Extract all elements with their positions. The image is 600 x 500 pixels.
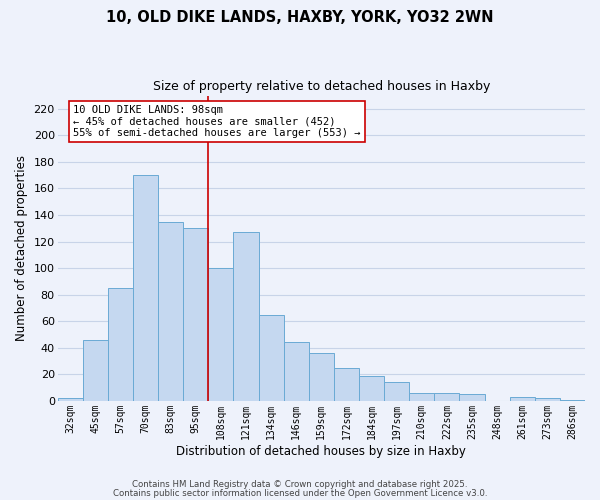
Bar <box>183 228 208 401</box>
Y-axis label: Number of detached properties: Number of detached properties <box>15 155 28 341</box>
Bar <box>509 397 535 401</box>
Bar <box>233 232 259 401</box>
Bar <box>384 382 409 401</box>
Bar <box>133 175 158 401</box>
Bar <box>284 342 309 401</box>
Text: 10 OLD DIKE LANDS: 98sqm
← 45% of detached houses are smaller (452)
55% of semi-: 10 OLD DIKE LANDS: 98sqm ← 45% of detach… <box>73 104 361 138</box>
Bar <box>460 394 485 401</box>
Bar <box>359 376 384 401</box>
Bar <box>309 353 334 401</box>
Bar <box>58 398 83 401</box>
X-axis label: Distribution of detached houses by size in Haxby: Distribution of detached houses by size … <box>176 444 466 458</box>
Bar <box>560 400 585 401</box>
Bar <box>434 393 460 401</box>
Bar <box>83 340 108 401</box>
Text: Contains HM Land Registry data © Crown copyright and database right 2025.: Contains HM Land Registry data © Crown c… <box>132 480 468 489</box>
Bar <box>208 268 233 401</box>
Bar <box>108 288 133 401</box>
Title: Size of property relative to detached houses in Haxby: Size of property relative to detached ho… <box>152 80 490 93</box>
Text: Contains public sector information licensed under the Open Government Licence v3: Contains public sector information licen… <box>113 489 487 498</box>
Bar <box>259 314 284 401</box>
Bar <box>409 393 434 401</box>
Bar <box>334 368 359 401</box>
Bar <box>535 398 560 401</box>
Text: 10, OLD DIKE LANDS, HAXBY, YORK, YO32 2WN: 10, OLD DIKE LANDS, HAXBY, YORK, YO32 2W… <box>106 10 494 25</box>
Bar <box>158 222 183 401</box>
